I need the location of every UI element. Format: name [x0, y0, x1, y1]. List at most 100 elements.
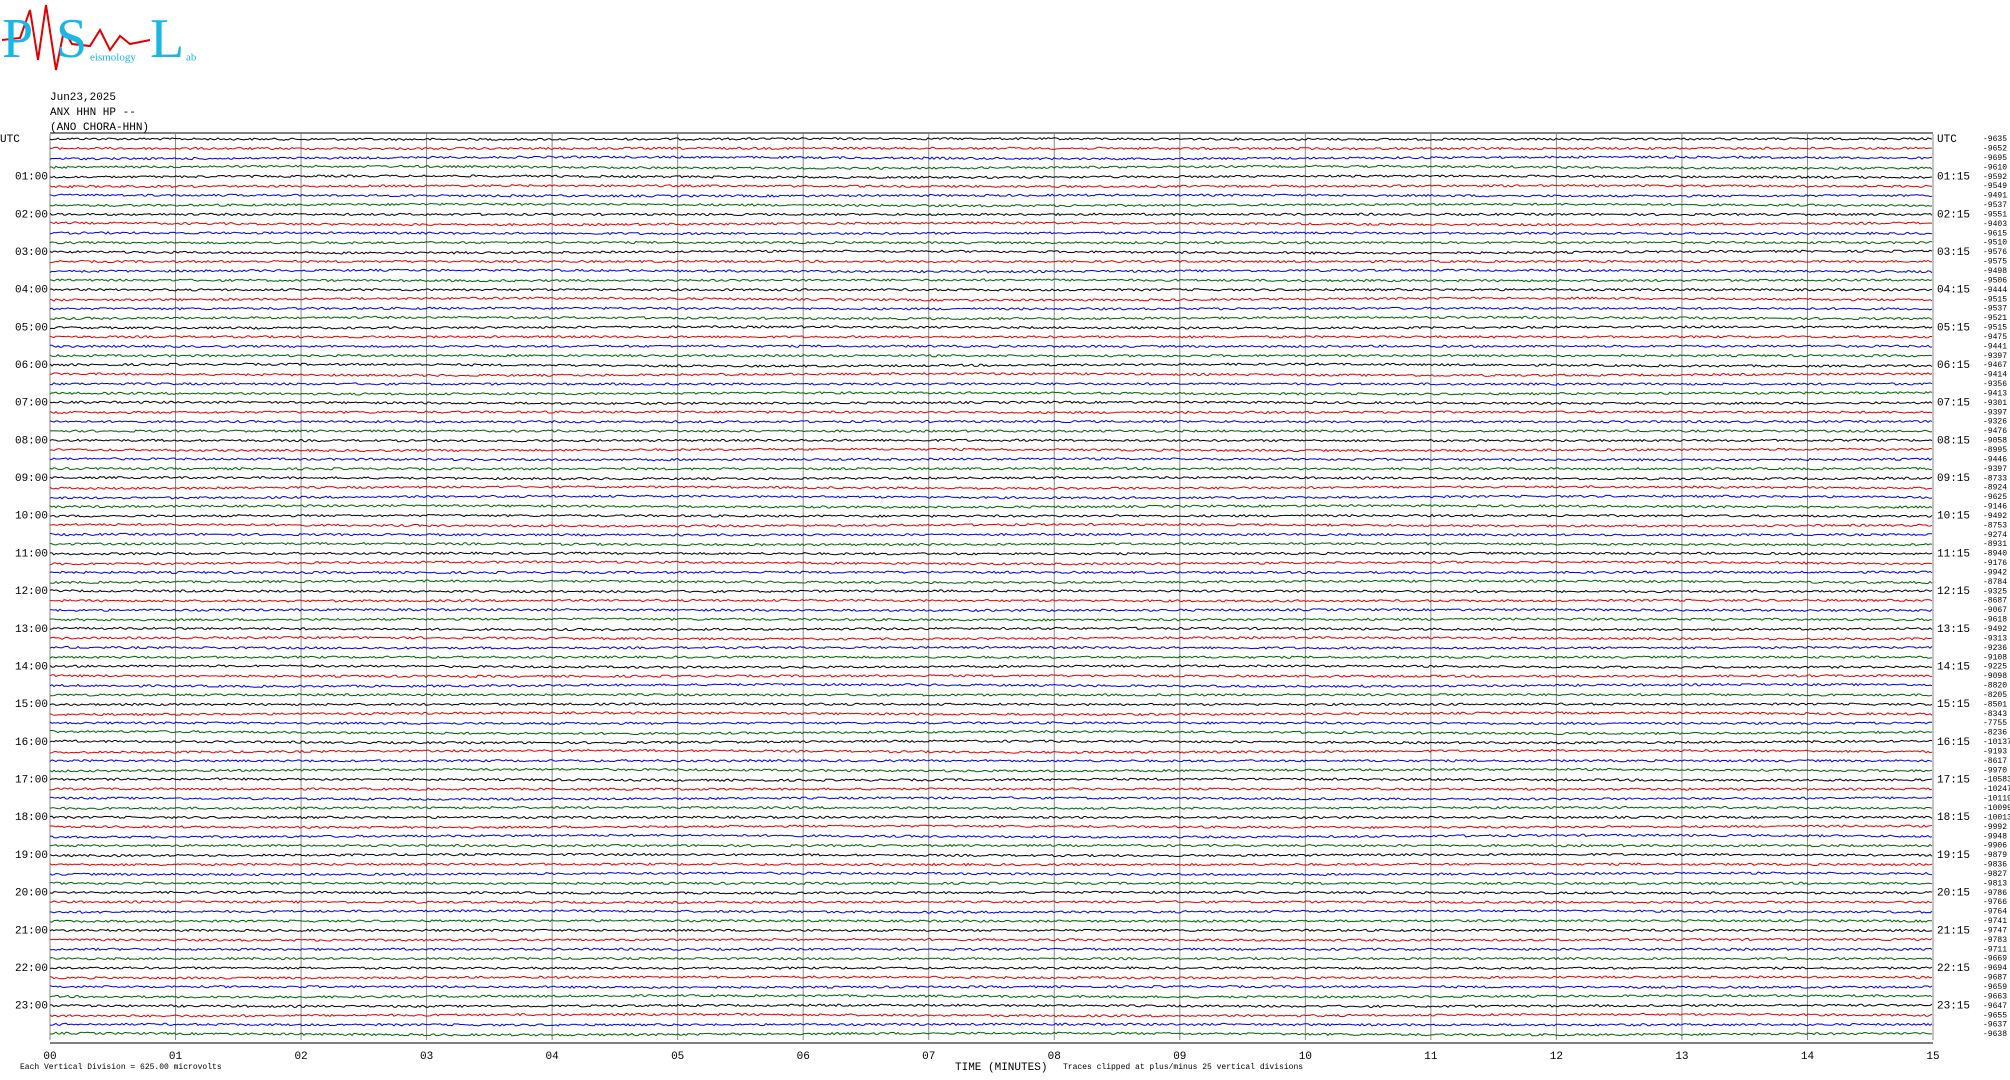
trace-offset: -9575 — [1983, 258, 2007, 267]
trace — [49, 843, 1933, 848]
trace — [49, 1022, 1933, 1027]
trace — [49, 645, 1933, 650]
trace-offset: -10099 — [1983, 804, 2010, 813]
trace-offset: -9225 — [1983, 663, 2007, 672]
trace-offset: -9766 — [1983, 898, 2007, 907]
trace — [49, 212, 1933, 217]
trace — [49, 429, 1933, 433]
trace-offset: -9827 — [1983, 870, 2007, 879]
trace-offset: -8931 — [1983, 540, 2007, 549]
trace — [49, 447, 1933, 453]
trace — [49, 475, 1933, 481]
left-time-label: 17:00 — [15, 775, 48, 787]
trace-offset: -9970 — [1983, 766, 2007, 775]
trace-offset: -9992 — [1983, 823, 2007, 832]
trace-offset: -9313 — [1983, 634, 2007, 643]
x-tick-label: 11 — [1424, 1051, 1438, 1063]
left-time-label: 18:00 — [15, 812, 48, 824]
trace — [49, 984, 1933, 989]
trace-offset: -9301 — [1983, 399, 2007, 408]
x-axis-title: TIME (MINUTES) — [955, 1062, 1047, 1074]
trace-offset: -9492 — [1983, 512, 2007, 521]
trace-offset: -9506 — [1983, 276, 2007, 285]
trace — [49, 956, 1933, 961]
trace-offset: -8940 — [1983, 550, 2007, 559]
trace — [50, 947, 1933, 951]
trace — [49, 852, 1933, 858]
left-time-label: 15:00 — [15, 699, 48, 711]
trace-offset: -8784 — [1983, 578, 2007, 587]
trace — [49, 673, 1933, 678]
trace — [49, 589, 1933, 594]
x-tick-label: 12 — [1550, 1051, 1563, 1063]
left-time-label: 23:00 — [15, 1001, 48, 1013]
trace — [49, 457, 1933, 462]
trace-offset: -7755 — [1983, 719, 2007, 728]
trace — [49, 532, 1933, 537]
trace-offset: -9610 — [1983, 163, 2007, 172]
trace-offset: -9441 — [1983, 342, 2007, 351]
trace — [49, 278, 1933, 283]
trace — [49, 739, 1933, 745]
trace — [49, 240, 1932, 245]
logo: P S L eismology ab — [1, 4, 197, 71]
trace-offset: -9193 — [1983, 747, 2007, 756]
trace — [49, 721, 1933, 726]
trace — [49, 570, 1933, 575]
logo-text: ab — [186, 52, 197, 64]
x-tick-label: 08 — [1048, 1051, 1061, 1063]
x-tick-label: 01 — [169, 1051, 183, 1063]
right-time-label: 22:15 — [1937, 963, 1970, 975]
trace-offset: -10137 — [1983, 738, 2010, 747]
right-time-label: 19:15 — [1937, 850, 1970, 862]
trace — [49, 702, 1933, 707]
left-time-label: 10:00 — [15, 511, 48, 523]
trace — [49, 975, 1933, 980]
trace-offset: -10013 — [1983, 813, 2010, 822]
trace — [49, 419, 1933, 424]
trace — [49, 344, 1933, 349]
left-time-label: 20:00 — [15, 888, 48, 900]
trace-offset: -9652 — [1983, 145, 2007, 154]
trace — [49, 268, 1933, 274]
trace-offset: -9444 — [1983, 286, 2007, 295]
trace — [49, 221, 1933, 227]
trace — [49, 833, 1933, 839]
trace-offset: -9537 — [1983, 305, 2007, 314]
trace — [49, 682, 1933, 688]
trace-offset: -9146 — [1983, 503, 2007, 512]
logo-letter: P — [2, 8, 33, 70]
trace-offset: -8501 — [1983, 700, 2007, 709]
trace — [49, 325, 1933, 330]
left-time-label: 03:00 — [15, 247, 48, 259]
trace — [49, 372, 1933, 378]
trace-offset: -9397 — [1983, 352, 2007, 361]
trace-offset: -8343 — [1983, 710, 2007, 719]
trace — [49, 871, 1933, 877]
left-time-label: 16:00 — [15, 737, 48, 749]
trace-offset: -8687 — [1983, 597, 2007, 606]
trace-offset: -9414 — [1983, 371, 2007, 380]
trace-offset: -9325 — [1983, 587, 2007, 596]
trace — [49, 504, 1933, 509]
trace-offset: -9663 — [1983, 992, 2007, 1001]
left-time-label: 11:00 — [15, 548, 48, 560]
trace-offset: -9067 — [1983, 606, 2007, 615]
trace-offset: -9326 — [1983, 418, 2007, 427]
trace — [49, 824, 1933, 830]
right-time-label: 10:15 — [1937, 511, 1970, 523]
trace — [49, 918, 1933, 923]
trace-offset: -9467 — [1983, 361, 2007, 370]
trace — [49, 617, 1932, 622]
left-time-label: 02:00 — [15, 209, 48, 221]
left-time-label: 12:00 — [15, 586, 48, 598]
right-time-label: 18:15 — [1937, 812, 1970, 824]
logo-wave — [1, 4, 151, 71]
right-time-label: 09:15 — [1937, 473, 1970, 485]
x-tick-label: 04 — [546, 1051, 560, 1063]
trace — [50, 259, 1932, 264]
right-time-label: 08:15 — [1937, 435, 1970, 447]
x-tick-label: 14 — [1801, 1051, 1815, 1063]
right-time-label: 02:15 — [1937, 209, 1970, 221]
